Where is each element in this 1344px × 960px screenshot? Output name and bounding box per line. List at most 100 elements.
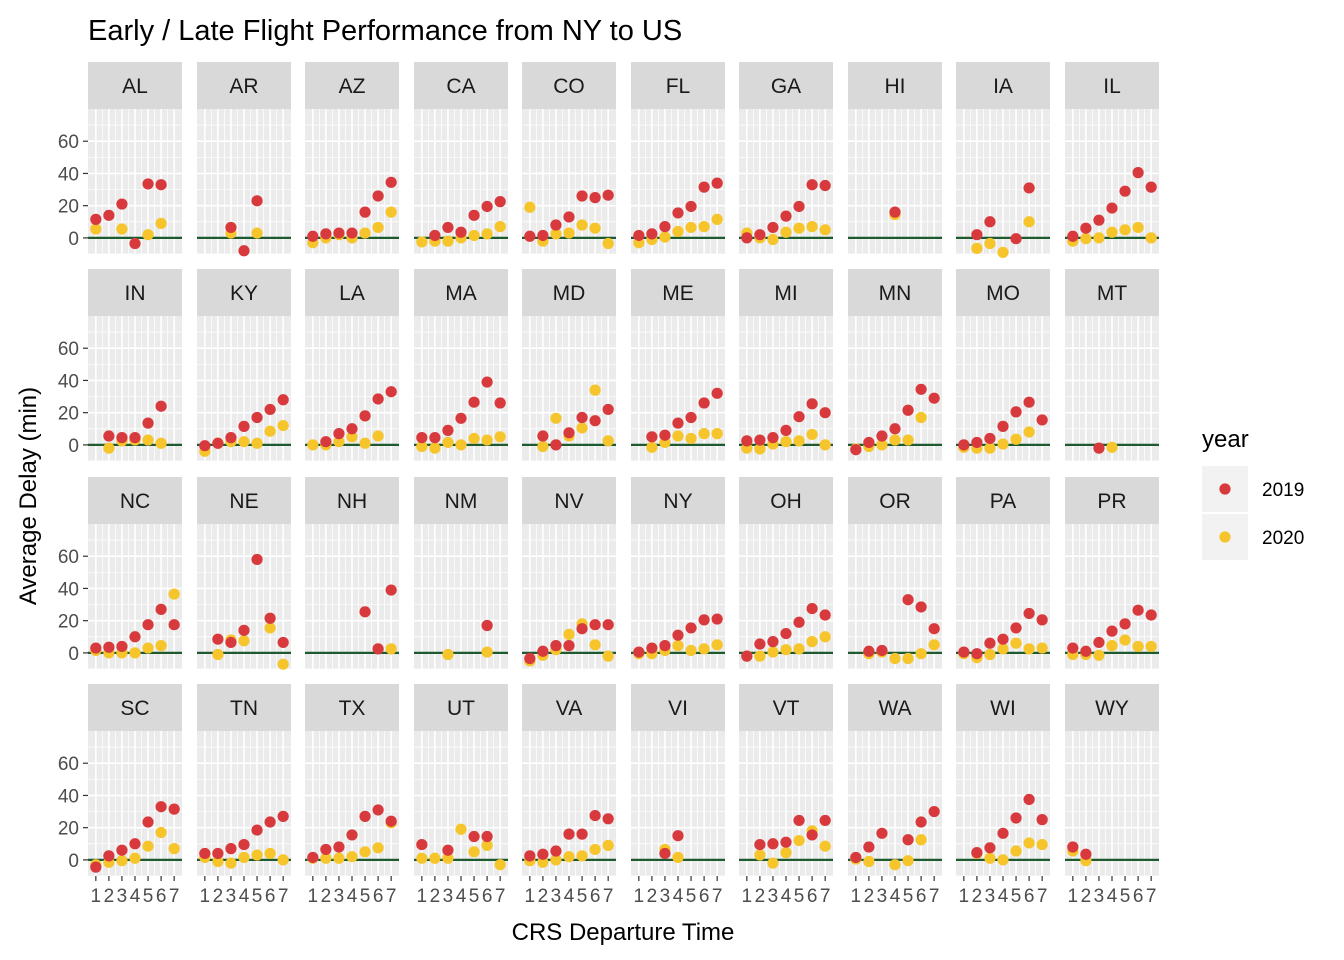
- data-point-2019: [646, 642, 658, 654]
- y-axis-tick-label: 40: [58, 786, 79, 807]
- facet-strip: [739, 684, 833, 731]
- data-point-2019: [277, 394, 289, 406]
- data-point-2019: [212, 633, 224, 645]
- data-point-2019: [359, 606, 371, 618]
- x-axis-tick-label: 3: [985, 886, 996, 907]
- x-axis-tick-label: 1: [91, 886, 102, 907]
- facet-strip: [522, 684, 616, 731]
- x-axis-tick-label: 6: [699, 886, 710, 907]
- x-axis-tick-label: 6: [156, 886, 167, 907]
- data-point-2019: [1132, 604, 1144, 616]
- x-axis-tick-label: 1: [742, 886, 753, 907]
- data-point-2020: [385, 643, 397, 655]
- data-point-2019: [659, 847, 671, 860]
- facet-panel-md: MD: [522, 269, 616, 462]
- data-point-2020: [698, 428, 710, 440]
- y-axis-tick-label: 60: [58, 132, 79, 153]
- facet-strip-label: OH: [770, 490, 802, 513]
- data-point-2019: [468, 209, 480, 221]
- facet-panel-fl: FL: [631, 62, 725, 255]
- x-axis-tick-label: 5: [903, 886, 914, 907]
- facet-strip-label: TN: [230, 697, 258, 720]
- data-point-2019: [468, 830, 480, 843]
- data-point-2019: [494, 397, 506, 409]
- data-point-2019: [155, 801, 167, 813]
- x-axis-tick-label: 4: [781, 886, 792, 907]
- data-point-2019: [563, 828, 575, 840]
- data-point-2019: [129, 838, 141, 850]
- data-point-2020: [1106, 226, 1118, 238]
- data-point-2019: [385, 815, 397, 827]
- data-point-2020: [1093, 649, 1105, 661]
- data-point-2019: [142, 178, 154, 190]
- data-point-2019: [225, 432, 237, 444]
- data-point-2019: [741, 435, 753, 447]
- x-axis-tick-label: 5: [577, 886, 588, 907]
- data-point-2020: [225, 857, 237, 869]
- facet-panel-nm: NM: [414, 477, 508, 670]
- facet-strip: [305, 62, 399, 109]
- y-axis-tick-label: 0: [68, 851, 79, 872]
- data-point-2019: [1036, 814, 1048, 826]
- data-point-2020: [550, 854, 562, 866]
- data-point-2019: [928, 805, 940, 818]
- data-point-2019: [103, 430, 115, 442]
- data-point-2020: [416, 236, 428, 248]
- data-point-2020: [442, 852, 454, 864]
- x-axis-tick-label: 2: [972, 886, 983, 907]
- data-point-2020: [142, 840, 154, 852]
- data-point-2020: [251, 437, 263, 449]
- facet-strip-label: MA: [445, 282, 477, 305]
- legend-label-2020: 2020: [1262, 528, 1304, 549]
- y-axis-tick-label: 60: [58, 754, 79, 775]
- data-point-2019: [780, 627, 792, 640]
- data-point-2020: [1010, 637, 1022, 649]
- data-point-2019: [819, 609, 831, 621]
- data-point-2020: [672, 225, 684, 238]
- data-point-2019: [333, 227, 345, 239]
- data-point-2019: [372, 643, 384, 655]
- data-point-2019: [672, 417, 684, 429]
- data-point-2019: [468, 396, 480, 408]
- x-axis-tick-label: 3: [660, 886, 671, 907]
- data-point-2020: [793, 834, 805, 847]
- data-point-2020: [264, 847, 276, 860]
- data-point-2020: [359, 227, 371, 239]
- data-point-2019: [90, 213, 102, 225]
- data-point-2019: [984, 432, 996, 445]
- data-point-2020: [333, 852, 345, 864]
- data-point-2020: [212, 855, 224, 868]
- data-point-2019: [155, 400, 167, 412]
- y-axis-tick-label: 0: [68, 436, 79, 457]
- x-axis-tick-label: 3: [443, 886, 454, 907]
- data-point-2020: [320, 852, 332, 864]
- data-point-2020: [442, 648, 454, 661]
- data-point-2019: [646, 228, 658, 240]
- facet-panel-wi: WI 1 2 3 4 5 6 7: [956, 684, 1050, 907]
- data-point-2020: [416, 440, 428, 453]
- facet-panel-tn: TN 1 2 3 4 5 6 7: [197, 684, 291, 907]
- facet-panel-va: VA 1 2 3 4 5 6 7: [522, 684, 616, 907]
- data-point-2020: [576, 850, 588, 862]
- data-point-2020: [524, 201, 536, 213]
- data-point-2019: [524, 652, 536, 665]
- data-point-2019: [155, 603, 167, 615]
- data-point-2020: [863, 855, 875, 868]
- data-point-2020: [602, 839, 614, 851]
- x-axis-tick-label: 2: [647, 886, 658, 907]
- x-axis-tick-label: 4: [1107, 886, 1118, 907]
- facet-strip: [739, 269, 833, 316]
- facet-strip-label: UT: [447, 697, 475, 720]
- x-axis-tick-label: 1: [1068, 886, 1079, 907]
- data-point-2019: [550, 845, 562, 857]
- data-point-2019: [793, 200, 805, 213]
- facet-panel-ca: CA: [414, 62, 508, 255]
- x-axis-tick-label: 5: [360, 886, 371, 907]
- x-axis-tick-label: 6: [373, 886, 384, 907]
- data-point-2019: [563, 640, 575, 652]
- facet-panel-hi: HI: [848, 62, 942, 255]
- data-point-2020: [537, 856, 549, 868]
- data-point-2019: [442, 844, 454, 856]
- data-point-2020: [589, 843, 601, 856]
